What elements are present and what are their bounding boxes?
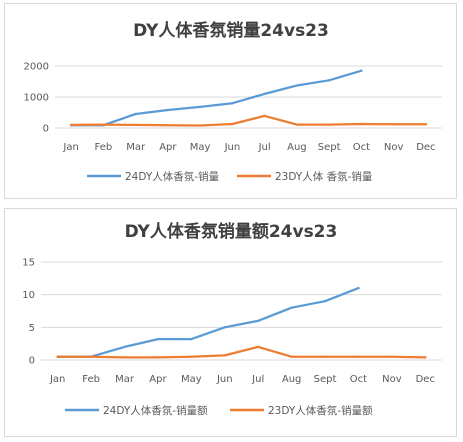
data-point — [360, 69, 363, 72]
data-point — [123, 345, 126, 349]
data-point — [257, 345, 260, 349]
x-tick-label: May — [190, 142, 211, 153]
data-point — [424, 356, 427, 359]
data-point — [323, 300, 327, 303]
data-point — [223, 326, 226, 329]
series-line-2023 — [69, 114, 428, 127]
x-tick-label: Jul — [258, 142, 271, 153]
y-tick-label: 15 — [22, 258, 35, 269]
sales-volume-chart: DY人体香氛销量24vs23 0 1000 2000 Jan Feb Mar Apr May… — [24, 20, 442, 183]
data-point — [295, 123, 299, 126]
x-tick-label: Mar — [126, 142, 146, 153]
data-point — [198, 105, 202, 109]
data-point — [223, 354, 226, 357]
data-point — [360, 122, 363, 126]
data-point — [263, 114, 266, 118]
data-point — [357, 286, 360, 290]
x-tick-label: Jan — [49, 374, 65, 385]
data-point — [123, 356, 126, 359]
data-point — [56, 355, 59, 358]
data-point — [231, 102, 234, 105]
x-tick-label: Jul — [251, 374, 264, 385]
data-point — [166, 108, 170, 112]
series-line-2023 — [56, 345, 427, 359]
x-tick-label: Apr — [149, 374, 167, 385]
data-point — [166, 124, 170, 127]
data-point — [69, 123, 73, 127]
series-line-2024 — [69, 69, 363, 127]
y-tick-label: 0 — [29, 356, 35, 367]
data-point — [134, 112, 137, 116]
x-tick-label: Mar — [115, 374, 135, 385]
series-line-2024 — [56, 286, 360, 358]
x-tick-label: Nov — [384, 142, 404, 153]
x-tick-label: Feb — [95, 142, 113, 153]
legend-label: 24DY人体香氛-销量额 — [103, 404, 208, 417]
chart-title: DY人体香氛销量24vs23 — [133, 20, 329, 41]
data-point — [263, 92, 266, 96]
x-tick-label: Aug — [287, 142, 307, 153]
data-point — [89, 355, 93, 358]
data-point — [231, 122, 234, 126]
y-tick-label: 1000 — [24, 93, 49, 104]
legend-label: 23DY人体香氛-销量额 — [268, 404, 373, 417]
y-tick-label: 0 — [43, 124, 49, 135]
x-tick-label: Jun — [216, 374, 233, 385]
x-tick-label: Jan — [62, 142, 78, 153]
data-point — [357, 355, 360, 358]
data-point — [102, 123, 105, 126]
data-point — [295, 84, 299, 87]
data-point — [156, 337, 160, 341]
data-point — [323, 355, 327, 358]
x-tick-label: Sept — [318, 142, 341, 153]
y-tick-label: 10 — [22, 290, 35, 301]
x-tick-label: Sept — [314, 374, 337, 385]
data-point — [156, 356, 160, 359]
x-tick-label: Dec — [416, 374, 435, 385]
chart-panel-sales-amount: DY人体香氛销量额24vs23 0 5 10 15 Jan Feb Mar Apr May Ju… — [4, 208, 457, 437]
x-tick-label: Feb — [82, 374, 100, 385]
data-point — [392, 123, 395, 126]
y-tick-label: 5 — [29, 323, 35, 334]
sales-amount-chart: DY人体香氛销量额24vs23 0 5 10 15 Jan Feb Mar Apr May Ju… — [22, 221, 442, 417]
x-tick-label: Nov — [382, 374, 402, 385]
data-point — [190, 355, 193, 358]
data-point — [424, 123, 428, 126]
data-point — [190, 337, 193, 341]
data-point — [290, 355, 293, 358]
x-tick-label: Dec — [416, 142, 435, 153]
data-point — [198, 124, 202, 127]
x-tick-label: Oct — [353, 142, 370, 153]
chart-title: DY人体香氛销量额24vs23 — [125, 221, 338, 242]
x-tick-label: Apr — [159, 142, 177, 153]
legend-label: 24DY人体香氛-销量 — [125, 170, 220, 183]
x-tick-label: Oct — [350, 374, 367, 385]
x-tick-label: Jun — [224, 142, 241, 153]
data-point — [134, 123, 137, 127]
data-point — [327, 79, 331, 82]
x-tick-label: May — [181, 374, 202, 385]
legend-label: 23DY人体 香氛-销量 — [275, 170, 373, 183]
data-point — [390, 355, 394, 358]
chart-panel-sales-volume: DY人体香氛销量24vs23 0 1000 2000 Jan Feb Mar Apr May… — [4, 3, 457, 199]
data-point — [290, 306, 293, 309]
data-point — [257, 319, 260, 322]
data-point — [327, 123, 331, 126]
x-tick-label: Aug — [282, 374, 302, 385]
y-tick-label: 2000 — [24, 62, 49, 73]
